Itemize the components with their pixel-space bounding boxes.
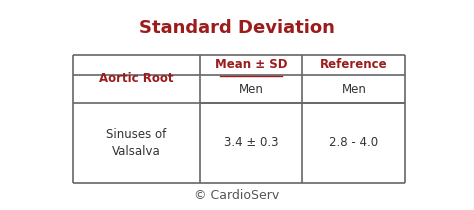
Text: Reference: Reference: [320, 58, 388, 71]
Text: © CardioServ: © CardioServ: [194, 189, 280, 202]
Text: Men: Men: [341, 83, 366, 96]
Text: Standard Deviation: Standard Deviation: [139, 19, 335, 37]
Text: Sinuses of: Sinuses of: [106, 128, 167, 141]
Text: Men: Men: [238, 83, 264, 96]
Text: 2.8 - 4.0: 2.8 - 4.0: [329, 136, 378, 150]
Text: Valsalva: Valsalva: [112, 145, 161, 158]
Text: Aortic Root: Aortic Root: [99, 72, 174, 85]
Text: 3.4 ± 0.3: 3.4 ± 0.3: [224, 136, 278, 150]
Text: Mean ± SD: Mean ± SD: [215, 58, 287, 71]
